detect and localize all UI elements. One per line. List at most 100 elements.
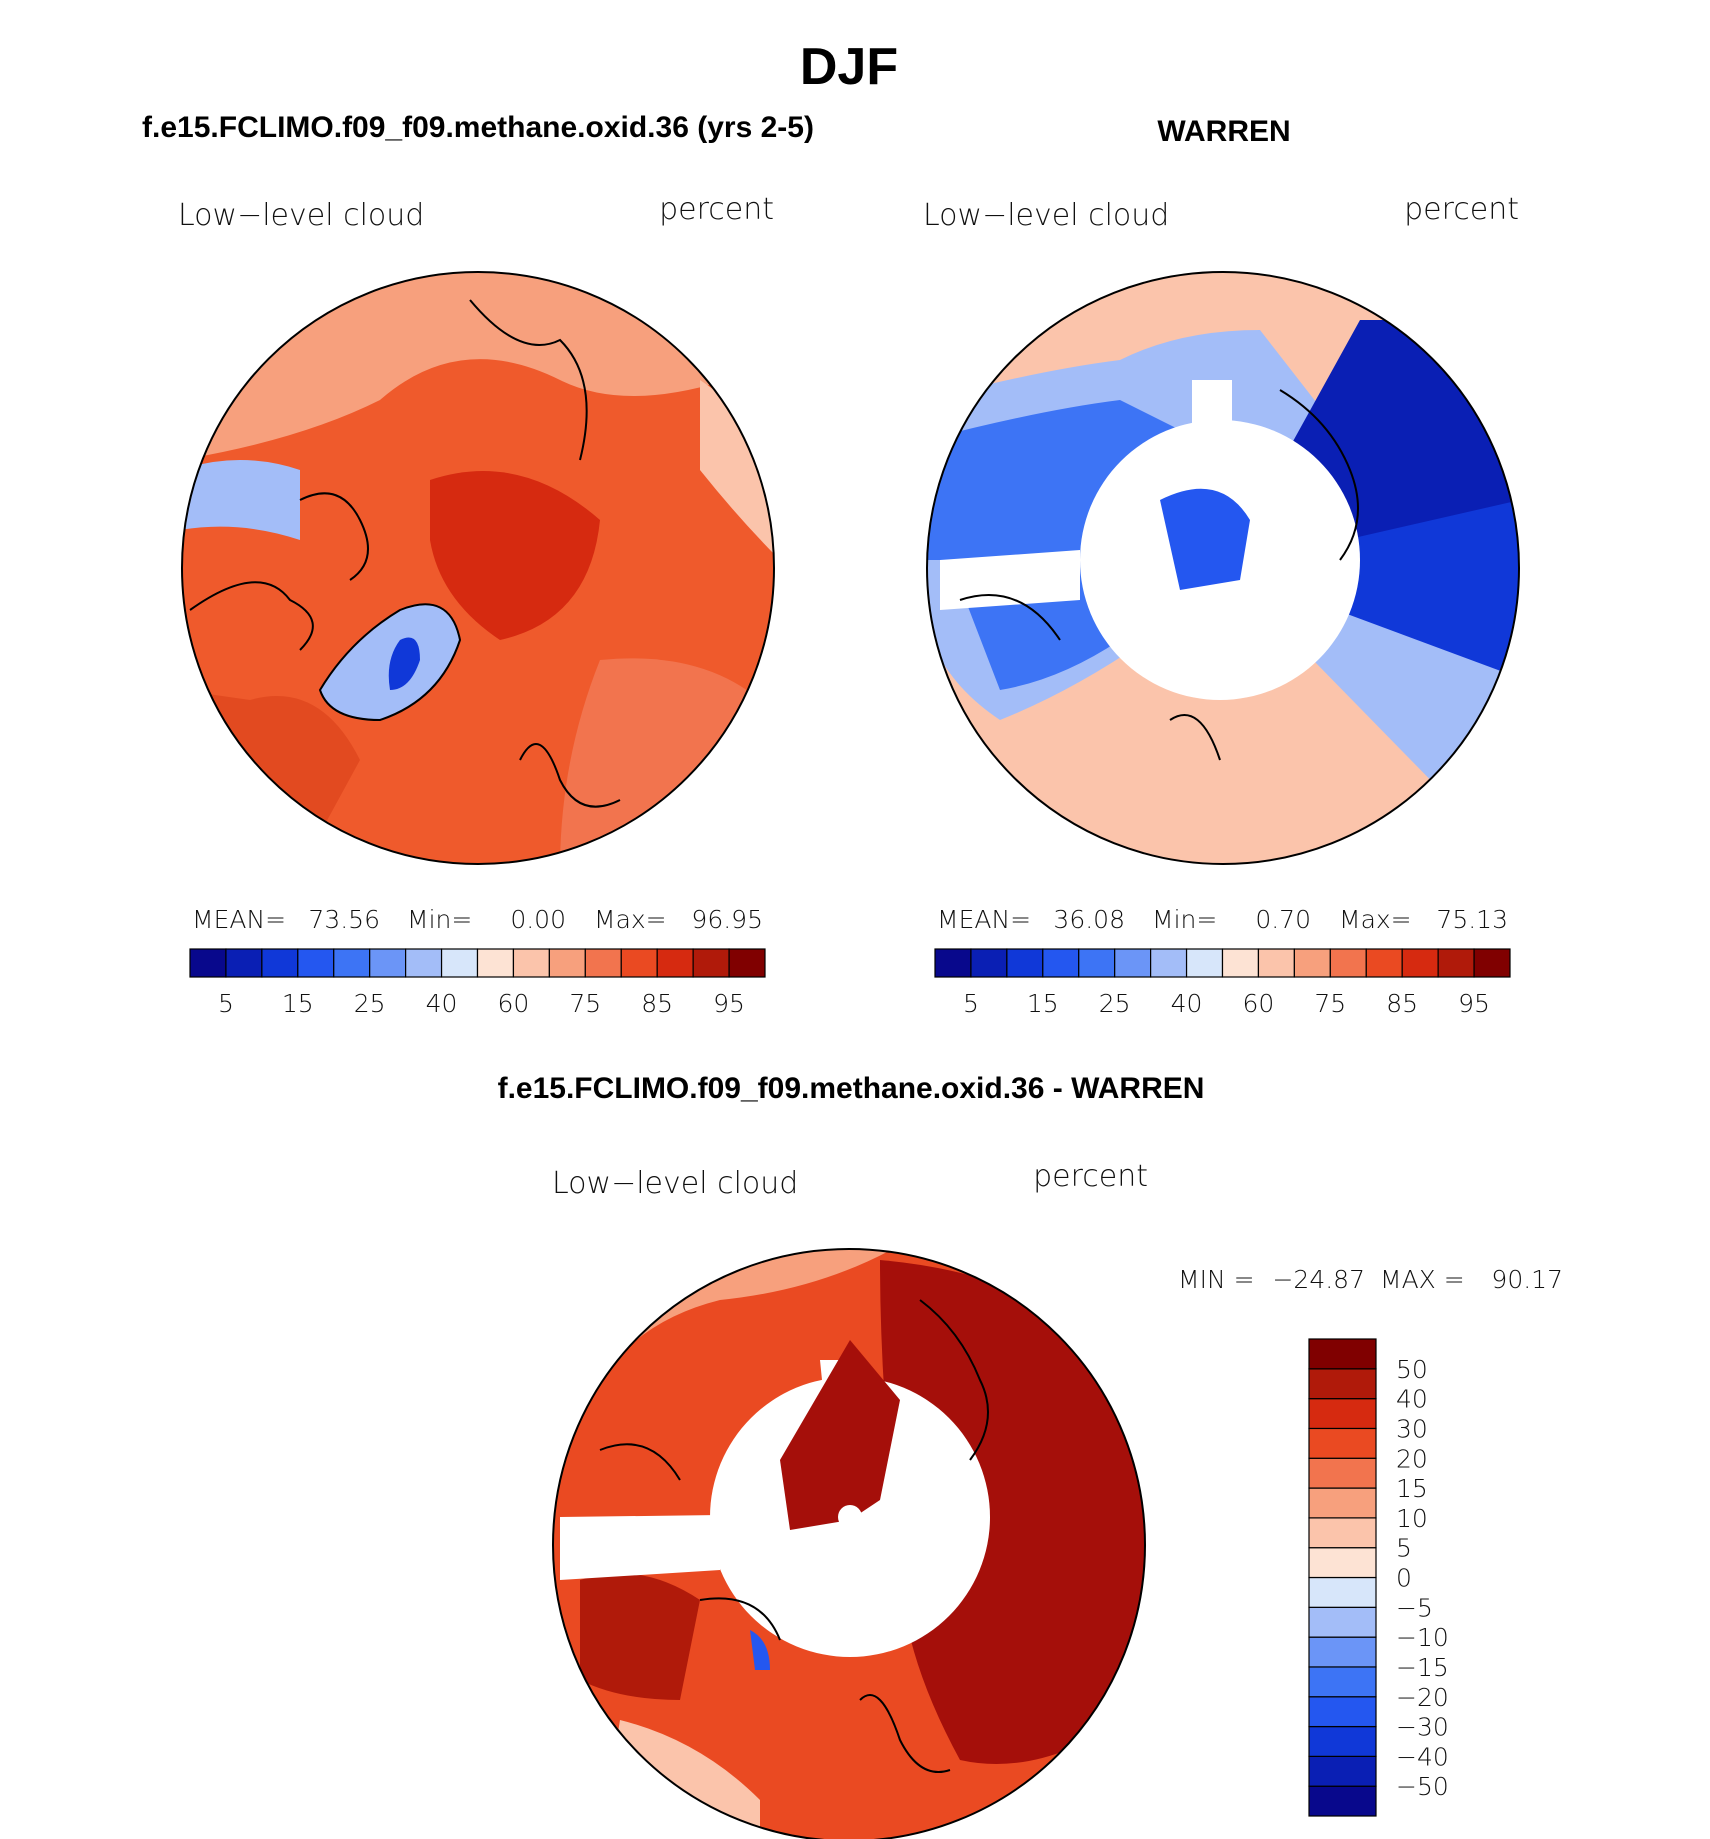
colorbar-box: [1308, 1696, 1377, 1728]
colorbar-label: 85: [641, 989, 673, 1018]
colorbar-box: [1308, 1666, 1377, 1698]
map-fill: [388, 637, 420, 690]
colorbar-label: 25: [354, 989, 386, 1018]
stat-label: Max=: [594, 905, 667, 934]
colorbar-box: [1308, 1398, 1377, 1430]
colorbar-label: −40: [1396, 1742, 1449, 1771]
colorbar-box: [1308, 1725, 1377, 1757]
colorbar-box: [1308, 1636, 1377, 1668]
colorbar-label: −5: [1396, 1593, 1433, 1622]
colorbar-box: [1308, 1576, 1377, 1608]
colorbar-box: [1257, 948, 1295, 978]
stat-label: Max=: [1339, 905, 1412, 934]
colorbar-box: [1308, 1547, 1377, 1579]
colorbar-box: [476, 948, 515, 978]
colorbar-box: [1308, 1338, 1377, 1370]
colorbar-box: [1006, 948, 1044, 978]
colorbar-box: [297, 948, 335, 978]
stat-value: 96.95: [691, 905, 763, 934]
map-fill: [182, 460, 300, 540]
stat-label: MEAN=: [937, 905, 1031, 934]
stat-value: 73.56: [308, 905, 380, 934]
colorbar-label: 15: [1027, 989, 1059, 1018]
colorbar-box: [369, 948, 407, 978]
map-fill: [880, 1260, 1145, 1764]
colorbar-box: [1114, 948, 1152, 978]
figure-title: DJF: [800, 38, 898, 96]
map-fill: [700, 380, 774, 560]
colorbar-label: 60: [1243, 989, 1275, 1018]
colorbar-label: 5: [218, 989, 234, 1018]
stat-value: 0.00: [510, 905, 566, 934]
colorbar-label: 10: [1396, 1504, 1428, 1533]
colorbar-label: 0: [1396, 1564, 1412, 1593]
colorbar-box: [189, 948, 227, 978]
variable-name: Low−level cloud: [552, 1166, 798, 1201]
missing-data: [560, 1515, 720, 1580]
colorbar-box: [620, 948, 658, 978]
colorbar-label: 40: [1171, 989, 1203, 1018]
colorbar-box: [405, 948, 443, 978]
colorbar-box: [1078, 948, 1116, 978]
colorbar-label: 75: [569, 989, 601, 1018]
colorbar-box: [1308, 1457, 1377, 1489]
colorbar-label: 20: [1396, 1444, 1428, 1473]
colorbar-label: 95: [1458, 989, 1490, 1018]
colorbar-box: [1329, 948, 1367, 978]
map: [927, 272, 1519, 864]
colorbar-box: [1150, 948, 1188, 978]
map-border: [181, 271, 775, 865]
map: [553, 1249, 1145, 1839]
colorbar-label: 25: [1099, 989, 1131, 1018]
colorbar-box: [440, 948, 479, 978]
units: percent: [659, 192, 774, 227]
colorbar-box: [1293, 948, 1331, 978]
colorbar-label: 15: [1396, 1474, 1428, 1503]
map-fill: [560, 1280, 640, 1320]
stat-value: 90.17: [1491, 1265, 1563, 1294]
colorbar-label: 5: [963, 989, 979, 1018]
colorbar-box: [1221, 948, 1260, 978]
map-fill: [560, 658, 760, 864]
panel-subtitle: WARREN: [1157, 115, 1290, 148]
colorbar-label: 30: [1396, 1414, 1428, 1443]
colorbar-label: −20: [1396, 1683, 1449, 1712]
map-border: [552, 1248, 1146, 1839]
stat-label: Min=: [1152, 905, 1217, 934]
colorbar-box: [970, 948, 1008, 978]
panel-subtitle: f.e15.FCLIMO.f09_f09.methane.oxid.36 (yr…: [142, 111, 814, 144]
colorbar-box: [1308, 1487, 1377, 1519]
colorbar-label: 5: [1396, 1534, 1412, 1563]
coastline: [599, 1299, 989, 1773]
colorbar-label: 50: [1396, 1355, 1428, 1384]
stat-label: MEAN=: [192, 905, 286, 934]
colorbar-box: [1308, 1785, 1377, 1817]
stat-label: MIN =: [1178, 1265, 1255, 1294]
panel-subtitle: f.e15.FCLIMO.f09_f09.methane.oxid.36 - W…: [498, 1072, 1205, 1105]
colorbar-box: [225, 948, 263, 978]
colorbar-box: [1401, 948, 1439, 978]
colorbar-box: [656, 948, 694, 978]
colorbar-box: [1042, 948, 1080, 978]
colorbar-box: [1365, 948, 1403, 978]
colorbar-box: [1185, 948, 1224, 978]
colorbar-label: −10: [1396, 1623, 1449, 1652]
variable-name: Low−level cloud: [178, 198, 424, 233]
colorbar-box: [728, 948, 766, 978]
stat-value: 0.70: [1255, 905, 1311, 934]
missing-data: [940, 550, 1080, 610]
map-fill: [780, 1340, 900, 1530]
map: [182, 272, 774, 864]
colorbar-box: [692, 948, 730, 978]
missing-data: [838, 1505, 862, 1529]
colorbar-box: [934, 948, 972, 978]
stat-label: Min=: [407, 905, 472, 934]
colorbar-box: [1308, 1427, 1377, 1459]
colorbar-box: [261, 948, 299, 978]
colorbar-box: [333, 948, 371, 978]
colorbar-box: [1308, 1755, 1377, 1787]
stat-label: MAX =: [1380, 1265, 1465, 1294]
colorbar-label: 15: [282, 989, 314, 1018]
colorbar-box: [1473, 948, 1511, 978]
